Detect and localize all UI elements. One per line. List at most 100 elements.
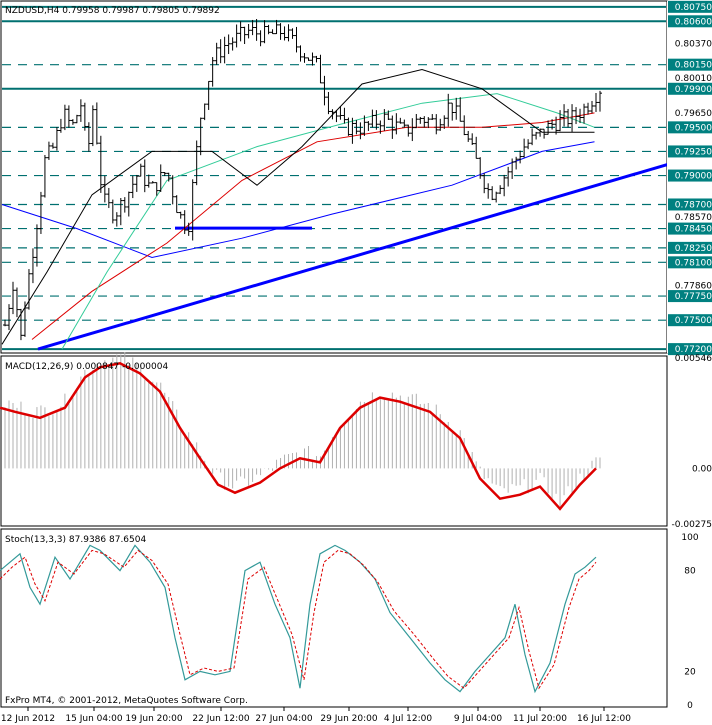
price-bar <box>554 116 559 135</box>
price-levels <box>2 5 666 351</box>
price-bar <box>214 42 219 65</box>
price-bar <box>298 45 303 62</box>
price-bar <box>282 26 287 41</box>
price-bar <box>274 19 279 35</box>
copyright-text: FxPro MT4, © 2001-2012, MetaQuotes Softw… <box>5 696 248 706</box>
price-level-label-bg <box>668 241 712 254</box>
price-bar <box>458 97 463 122</box>
price-bar <box>54 127 59 151</box>
sma-slow-line <box>1 141 595 259</box>
price-bar <box>434 114 439 135</box>
time-tick-label: 19 Jun 20:00 <box>125 714 182 724</box>
price-bar <box>142 159 147 193</box>
price-bar <box>286 24 291 42</box>
price-bar <box>230 37 235 51</box>
price-axis: 0.80750 0.80600 0.80370 0.80150 0.800100.799… <box>667 0 712 356</box>
price-bar <box>22 301 27 337</box>
price-bar <box>90 105 95 147</box>
price-bar <box>510 158 515 179</box>
support-trendline <box>37 150 712 351</box>
stoch-tick-label: 20 <box>684 667 696 677</box>
price-bar <box>518 150 523 164</box>
price-tick-label: 0.77200 <box>675 345 712 355</box>
price-bar <box>254 18 259 41</box>
price-bar <box>138 163 143 177</box>
price-bar <box>66 105 71 128</box>
price-bar <box>590 100 595 114</box>
price-bar <box>158 164 163 193</box>
price-bar <box>522 138 527 158</box>
price-bar <box>318 54 323 84</box>
price-bar <box>342 107 347 124</box>
price-bar <box>82 102 87 131</box>
price-tick-label: 0.79500 <box>675 123 712 133</box>
price-bar <box>530 128 535 146</box>
price-bar <box>430 114 435 121</box>
price-bar <box>238 21 243 42</box>
price-bar <box>202 103 207 121</box>
sma-fast-line <box>61 93 595 350</box>
price-bar <box>446 93 451 127</box>
price-tick-label: 0.79650 <box>675 109 712 119</box>
price-pane-frame <box>0 0 668 354</box>
price-bar <box>374 110 379 130</box>
price-bar <box>18 308 23 341</box>
price-tick-label: 0.80370 <box>675 39 712 49</box>
price-bar <box>474 136 479 159</box>
price-bar <box>310 52 315 66</box>
price-bar <box>126 191 131 217</box>
price-bar <box>466 130 471 142</box>
price-bar <box>362 115 367 136</box>
price-bar <box>422 116 427 128</box>
price-bar <box>206 80 211 110</box>
price-bar <box>506 166 511 187</box>
macd-tick-label: 0.00546 <box>675 354 712 364</box>
time-tick-label: 27 Jun 04:00 <box>255 714 312 724</box>
macd-tick-label: -0.00275 <box>672 520 712 530</box>
price-bar <box>102 175 107 203</box>
price-bar <box>50 142 55 149</box>
time-axis: 12 Jun 2012 15 Jun 04:00 19 Jun 20:00 22 Ju… <box>1 707 631 724</box>
macd-pane-frame <box>0 355 668 527</box>
price-bar <box>478 157 483 179</box>
price-bar <box>406 124 411 137</box>
price-bar <box>222 36 227 64</box>
price-bar <box>582 103 587 124</box>
price-bar <box>370 109 375 128</box>
sma-mid-line <box>31 112 595 340</box>
price-bar <box>542 128 547 139</box>
price-bar <box>454 97 459 120</box>
price-bar <box>278 23 283 40</box>
price-bar <box>546 120 551 135</box>
price-bar <box>14 287 19 318</box>
price-bar <box>94 102 99 145</box>
price-bar <box>350 117 355 144</box>
price-bar <box>382 109 387 131</box>
price-bar <box>302 53 307 63</box>
price-bar <box>514 156 519 170</box>
price-bar <box>566 108 571 128</box>
price-level-label-bg <box>668 256 712 269</box>
price-bar <box>550 119 555 130</box>
price-bar <box>538 128 543 137</box>
price-bar <box>174 195 179 214</box>
macd-histogram <box>4 352 601 507</box>
price-bar <box>378 120 383 134</box>
price-bar <box>334 110 339 123</box>
price-bar <box>526 139 531 150</box>
price-bar <box>242 26 247 45</box>
price-level-label-bg <box>668 15 712 28</box>
price-bar <box>346 117 351 136</box>
price-bar <box>366 121 371 131</box>
time-tick-label: 22 Jun 12:00 <box>192 714 249 724</box>
price-bar <box>166 172 171 182</box>
price-level-label-bg <box>668 169 712 182</box>
price-bar <box>398 117 403 124</box>
price-bar <box>562 104 567 127</box>
price-tick-label: 0.80600 <box>675 17 712 27</box>
time-tick-label: 16 Jul 12:00 <box>577 714 631 724</box>
price-tick-label: 0.77860 <box>675 281 712 291</box>
trendlines <box>37 150 712 351</box>
price-bar <box>482 173 487 194</box>
price-level-label-bg <box>668 82 712 95</box>
